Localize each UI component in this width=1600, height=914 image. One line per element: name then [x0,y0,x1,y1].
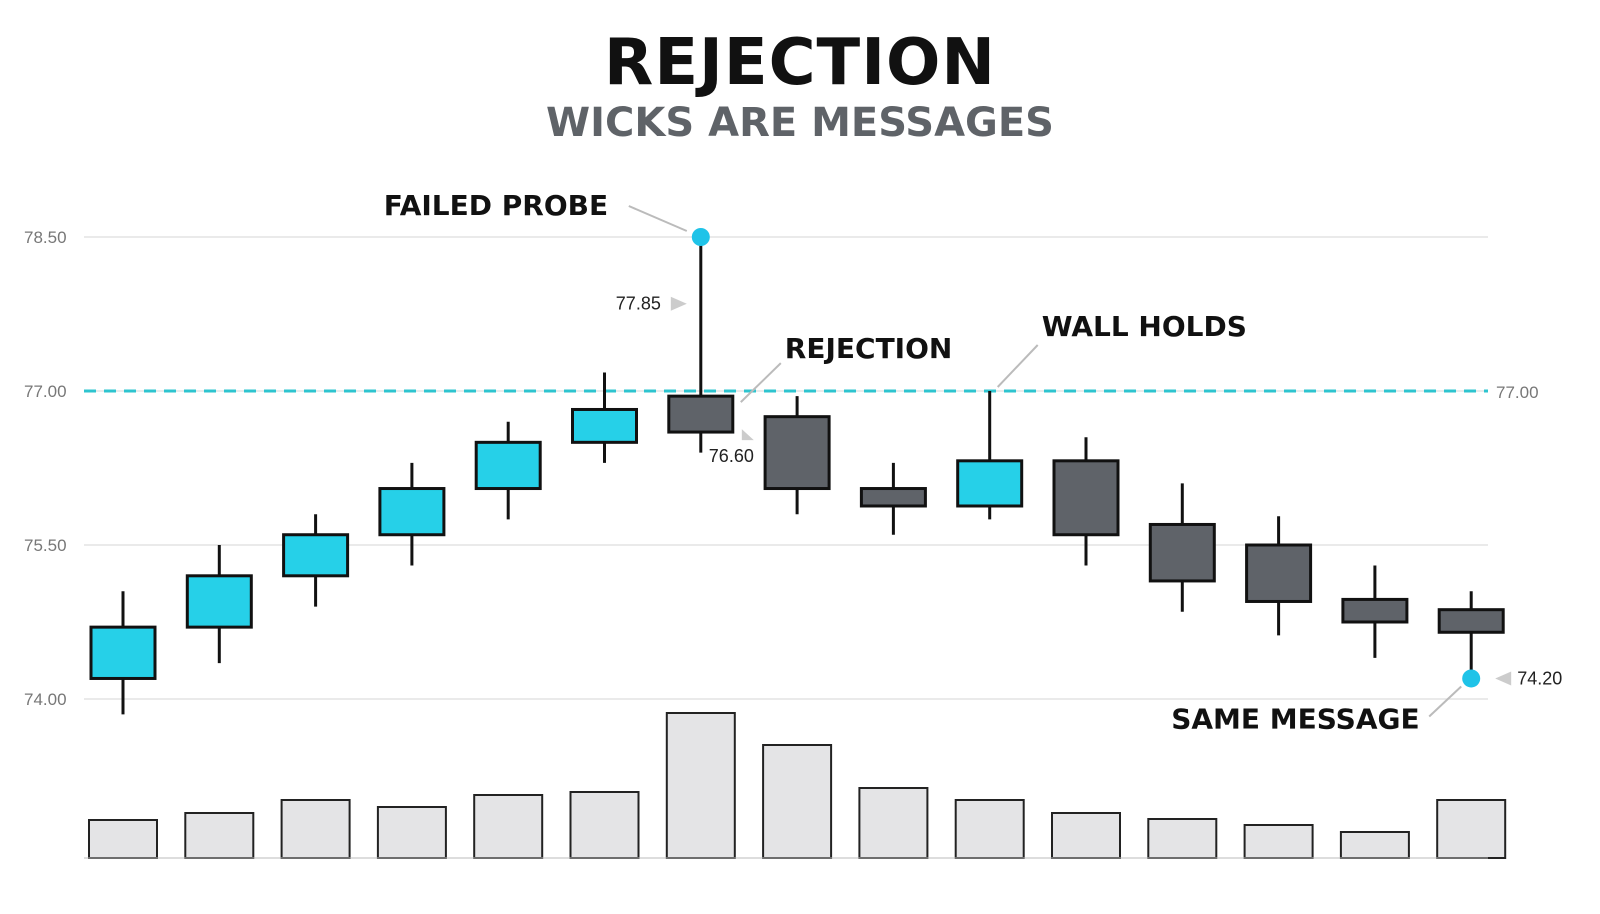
volume-bar [184,812,255,859]
volume-bar [569,791,640,859]
volume-bar [665,712,736,859]
pointer-arrow-icon [1495,671,1512,686]
annotation-same-message: SAME MESSAGE [1171,702,1419,735]
bull-candle-body [378,487,446,537]
wick-extreme-marker [691,228,710,246]
price-label-74-20: 74.20 [1517,668,1562,688]
volume-layer [84,712,1507,859]
pointer-arrow-icon [741,429,754,441]
volume-bar [1051,812,1121,859]
level-label: 77.00 [1496,383,1539,402]
y-tick-label: 75.50 [24,536,67,555]
bull-candle-body [956,459,1024,508]
volume-bar [280,799,351,859]
bear-candle-body [763,415,831,491]
bear-candle-body [1245,543,1313,603]
level-layer: 77.00 [84,383,1539,402]
bull-candle-body [571,407,638,444]
bull-candle-body [282,533,350,578]
grid-layer: 78.50 77.00 75.50 74.00 [24,228,1488,709]
y-tick-label: 74.00 [24,690,67,709]
bear-candle-body [1052,459,1120,537]
bear-candle-body [1437,608,1505,634]
bear-candle-body [859,487,927,508]
volume-bar [473,794,544,859]
annotation-wall-holds: WALL HOLDS [1042,310,1247,343]
leader-line [740,362,782,403]
wick-extreme-marker [1462,669,1481,688]
volume-bar [1339,831,1410,859]
volume-bar [858,787,929,859]
leader-line [628,205,688,232]
annotation-rejection: REJECTION [785,332,953,365]
annotation-failed-probe: FAILED PROBE [384,189,608,222]
volume-bar [1147,818,1218,859]
leader-line [1428,685,1462,718]
bull-candle-body [185,574,253,629]
pointer-arrow-icon [670,296,687,311]
y-tick-label: 78.50 [24,228,67,247]
candle-layer [89,237,1505,715]
bull-candle-body [474,440,542,491]
bear-candle-body [667,394,735,434]
chart-title: REJECTION [604,26,996,100]
volume-bar [762,744,833,859]
price-label-77-85: 77.85 [616,294,661,314]
bear-candle-body [1148,522,1216,583]
bull-candle-body [89,625,157,680]
volume-bar [1243,824,1314,859]
chart-subtitle: WICKS ARE MESSAGES [546,100,1054,146]
annotation-layer: 77.85 76.60 74.20 FAILED PROBE REJECTION WALL… [384,189,1562,735]
leader-line [996,344,1039,388]
y-tick-label: 77.00 [24,382,67,401]
price-label-76-60: 76.60 [709,446,754,466]
volume-bar [88,819,158,859]
volume-bar [954,799,1025,859]
bear-candle-body [1341,597,1409,624]
volume-bar [376,806,447,859]
volume-bar [1436,799,1507,859]
